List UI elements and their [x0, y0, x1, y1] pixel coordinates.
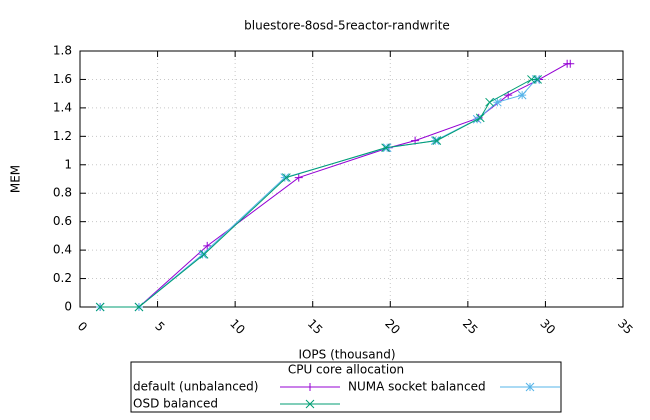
x-tick-label: 20	[382, 316, 403, 337]
y-tick-label: 0.4	[53, 243, 72, 257]
y-tick-label: 0.8	[53, 186, 72, 200]
data-point	[432, 136, 442, 145]
data-point	[280, 173, 290, 182]
plot-border	[79, 50, 624, 308]
data-point	[527, 75, 536, 84]
legend-label: NUMA socket balanced	[348, 380, 486, 394]
data-point	[492, 97, 502, 107]
legend-marker	[306, 383, 314, 391]
data-point	[533, 75, 543, 84]
legend-title: CPU core allocation	[288, 363, 404, 377]
data-point	[475, 113, 485, 123]
data-point	[134, 302, 144, 312]
y-tick-label: 0.6	[53, 214, 72, 228]
x-tick-label: 0	[75, 319, 90, 334]
x-tick-label: 25	[460, 316, 481, 337]
legend-marker	[305, 399, 315, 409]
data-point	[95, 302, 105, 312]
legend-label: OSD balanced	[133, 397, 218, 411]
data-point	[485, 97, 494, 107]
y-tick-label: 1.2	[53, 129, 72, 143]
y-tick-label: 1.6	[53, 72, 72, 86]
legend-box	[130, 361, 562, 413]
y-tick-label: 1.4	[53, 100, 72, 114]
data-point	[517, 90, 527, 100]
x-tick-label: 15	[305, 316, 326, 337]
data-point	[199, 250, 209, 259]
y-axis-label: MEM	[9, 165, 23, 193]
series-line	[100, 79, 537, 308]
legend-marker	[525, 382, 535, 392]
data-point	[281, 173, 291, 182]
y-tick-label: 1.8	[53, 44, 72, 58]
y-tick-label: 0	[64, 300, 72, 314]
x-tick-label: 5	[152, 319, 167, 334]
x-tick-label: 10	[227, 316, 248, 337]
x-axis-label: IOPS (thousand)	[298, 348, 395, 362]
y-tick-label: 0.2	[53, 271, 72, 285]
x-tick-label: 35	[615, 316, 636, 337]
y-tick-label: 1	[64, 157, 72, 171]
series-line	[100, 78, 538, 308]
data-point	[198, 250, 207, 259]
chart-title: bluestore-8osd-5reactor-randwrite	[244, 19, 450, 33]
legend-label: default (unbalanced)	[133, 380, 258, 394]
data-point	[294, 173, 303, 182]
data-point	[566, 59, 575, 68]
data-point	[203, 241, 212, 250]
data-point	[381, 143, 390, 153]
x-tick-label: 30	[537, 316, 558, 337]
